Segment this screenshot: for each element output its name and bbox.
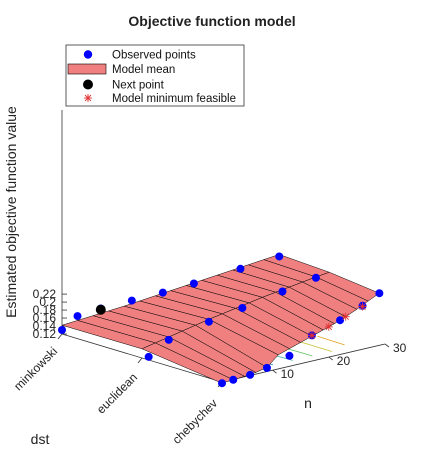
y-tick-mark bbox=[384, 343, 390, 348]
model-minimum-marker bbox=[307, 331, 316, 340]
observed-point bbox=[278, 287, 287, 296]
y-tick-label: 10 bbox=[281, 367, 295, 381]
contour-line bbox=[317, 335, 345, 346]
observed-point bbox=[144, 352, 153, 361]
z-tick-label: 0.22 bbox=[33, 287, 57, 301]
observed-point bbox=[158, 288, 167, 297]
observed-point bbox=[58, 326, 66, 335]
observed-point bbox=[336, 316, 345, 325]
observed-point bbox=[218, 379, 226, 388]
legend-minimum-label: Model minimum feasible bbox=[112, 93, 236, 105]
legend-minimum-marker bbox=[84, 94, 92, 102]
x-tick-label: euclidean bbox=[94, 370, 140, 416]
observed-point bbox=[127, 296, 136, 305]
y-tick-label: 30 bbox=[393, 341, 407, 355]
x-tick-label: chebychev bbox=[170, 396, 220, 446]
observed-point bbox=[238, 303, 247, 312]
y-tick-mark bbox=[328, 356, 334, 361]
observed-points bbox=[58, 252, 384, 388]
x-tick-mark bbox=[137, 357, 143, 364]
legend-next-marker bbox=[83, 79, 93, 90]
legend-observed-marker bbox=[83, 50, 93, 59]
observed-point bbox=[311, 273, 320, 282]
z-tick-label: 0.18 bbox=[33, 303, 57, 317]
observed-point bbox=[375, 289, 384, 298]
z-axis-label: Estimated objective function value bbox=[3, 106, 19, 318]
model-mean-surface bbox=[61, 254, 380, 384]
chart-title: Objective function model bbox=[128, 13, 295, 29]
z-tick-label: 0.2 bbox=[39, 295, 56, 309]
observed-point bbox=[204, 317, 213, 326]
observed-point bbox=[236, 264, 245, 273]
z-tick-label: 0.14 bbox=[33, 319, 57, 333]
y-axis-label: n bbox=[304, 395, 312, 411]
legend-mean-patch bbox=[67, 63, 107, 75]
z-tick-label: 0.16 bbox=[33, 311, 57, 325]
legend-next-label: Next point bbox=[112, 80, 165, 92]
legend-mean-label: Model mean bbox=[112, 64, 175, 76]
observed-point bbox=[275, 252, 284, 261]
x-tick-mark bbox=[57, 333, 63, 340]
observed-point bbox=[285, 351, 294, 360]
x-tick-label: minkowski bbox=[11, 344, 60, 393]
legend-observed-label: Observed points bbox=[112, 50, 196, 62]
observed-point bbox=[246, 370, 255, 379]
legend: Observed points Model mean Next point Mo… bbox=[65, 44, 245, 107]
legend-box bbox=[65, 44, 245, 107]
z-tick-label: 0.12 bbox=[33, 327, 57, 341]
x-axis-label: dst bbox=[31, 431, 50, 447]
observed-point bbox=[164, 335, 173, 344]
y-tick-mark bbox=[272, 369, 277, 374]
observed-point bbox=[189, 279, 198, 288]
observed-point bbox=[262, 363, 271, 372]
next-point bbox=[95, 304, 106, 315]
model-minimum-marker bbox=[341, 312, 350, 321]
observed-point bbox=[73, 312, 82, 321]
y-tick-label: 20 bbox=[337, 354, 351, 368]
model-minimum-marker bbox=[324, 322, 333, 331]
observed-point bbox=[229, 375, 238, 384]
model-minimum-marker bbox=[358, 302, 367, 311]
